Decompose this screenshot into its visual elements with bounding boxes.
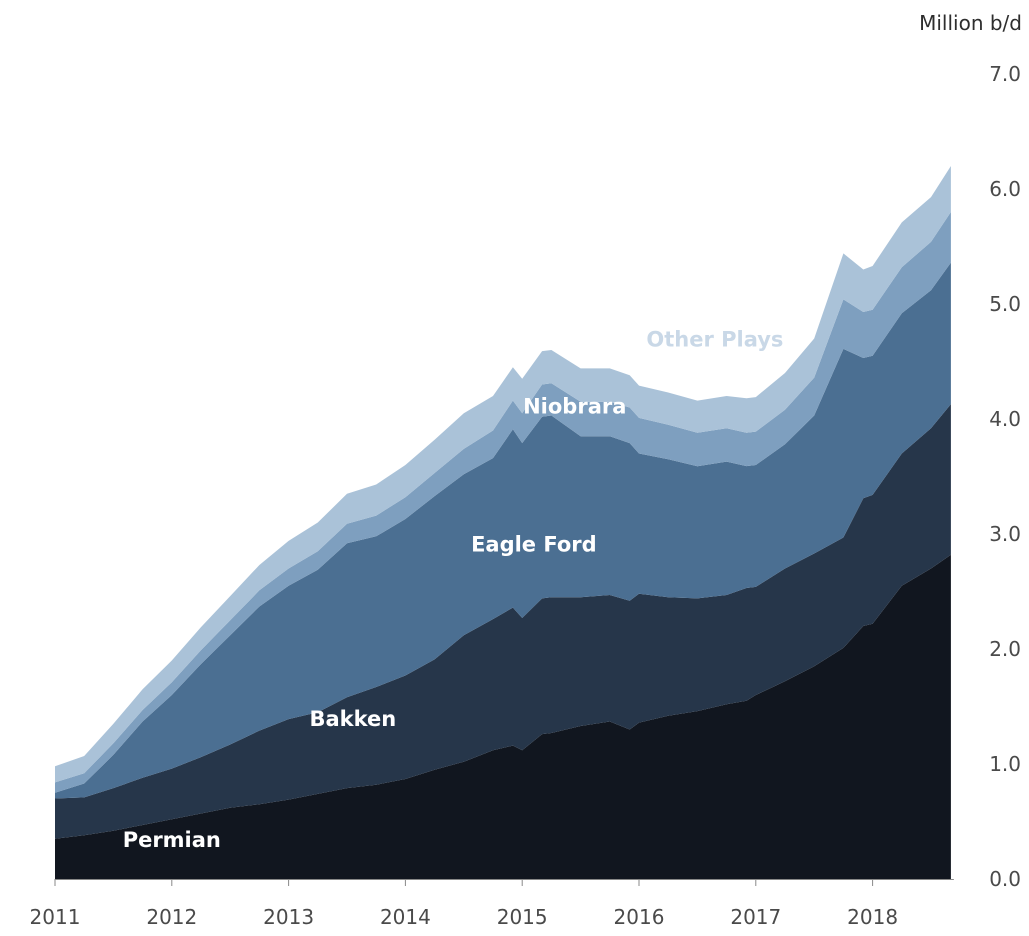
y-axis-unit-label: Million b/d xyxy=(919,11,1022,35)
x-tick-label: 2017 xyxy=(730,905,781,929)
area-permian xyxy=(55,554,951,879)
area-label-permian: Permian xyxy=(123,828,221,852)
x-tick-label: 2015 xyxy=(497,905,548,929)
area-label-niobrara: Niobrara xyxy=(523,394,626,418)
y-tick-label: 4.0 xyxy=(989,407,1021,431)
x-tick-label: 2011 xyxy=(30,905,81,929)
y-tick-label: 7.0 xyxy=(989,62,1021,86)
x-tick-label: 2014 xyxy=(380,905,431,929)
x-axis-ticks: 2011 2012 2013 2014 2015 2016 2017 2018 xyxy=(30,879,898,929)
x-tick-label: 2013 xyxy=(263,905,314,929)
y-tick-label: 0.0 xyxy=(989,867,1021,891)
area-labels: Permian Bakken Eagle Ford Niobrara Other Pla… xyxy=(123,328,784,852)
area-series-group xyxy=(55,166,951,879)
y-tick-label: 5.0 xyxy=(989,292,1021,316)
y-tick-label: 3.0 xyxy=(989,522,1021,546)
x-tick-label: 2016 xyxy=(614,905,665,929)
y-tick-label: 2.0 xyxy=(989,637,1021,661)
area-bakken xyxy=(55,404,951,839)
area-eagle-ford xyxy=(55,262,951,799)
area-label-other-plays: Other Plays xyxy=(646,328,783,352)
y-tick-label: 6.0 xyxy=(989,177,1021,201)
x-tick-label: 2018 xyxy=(847,905,898,929)
area-label-bakken: Bakken xyxy=(309,707,396,731)
area-label-eagle-ford: Eagle Ford xyxy=(471,532,597,556)
x-tick-label: 2012 xyxy=(146,905,197,929)
y-tick-label: 1.0 xyxy=(989,752,1021,776)
y-axis-ticks: 0.0 1.0 2.0 3.0 4.0 5.0 6.0 7.0 xyxy=(989,62,1021,891)
